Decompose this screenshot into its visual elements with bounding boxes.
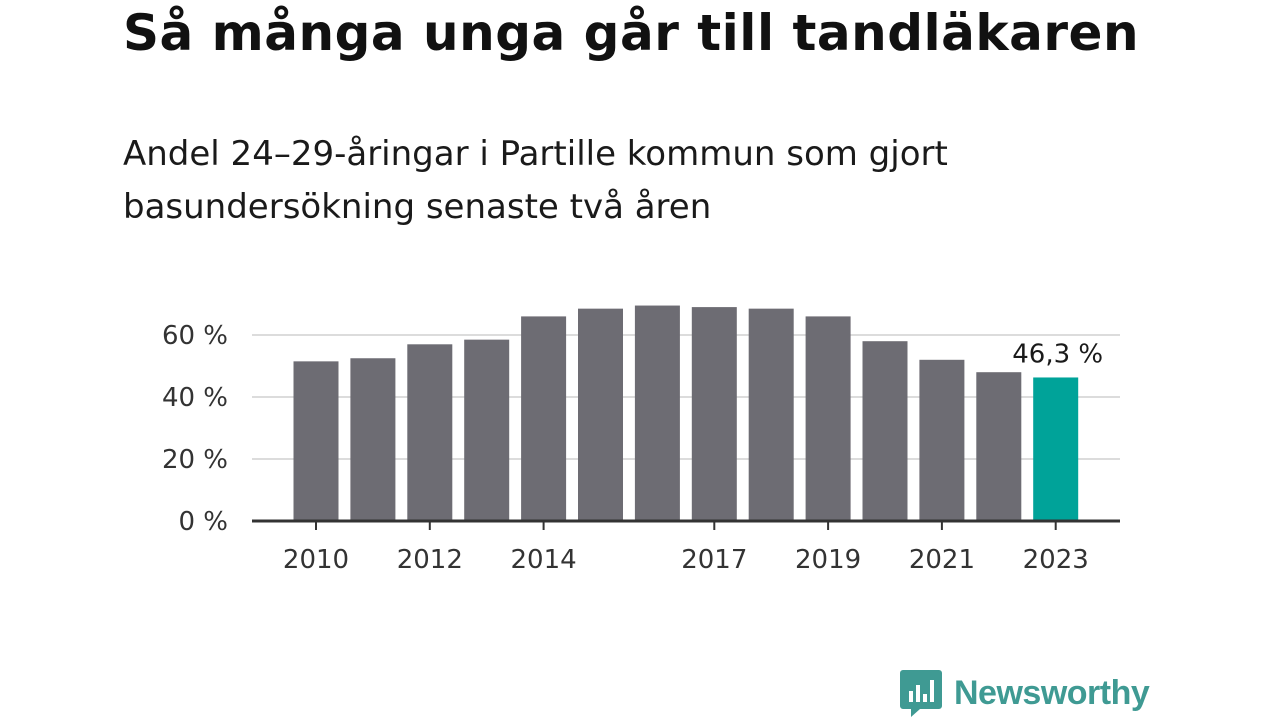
bar-2013 bbox=[464, 339, 510, 521]
x-tick-label: 2012 bbox=[397, 545, 463, 575]
x-tick-label: 2021 bbox=[909, 545, 975, 575]
bar-2015 bbox=[578, 308, 623, 521]
newsworthy-logo-icon bbox=[900, 670, 942, 717]
chart-title: Så många unga går till tandläkaren bbox=[123, 4, 1140, 62]
labels: 0 % 20 % 40 % 60 % 2010 2012 2014 2017 2019 2021 2… bbox=[162, 321, 1103, 575]
bar-2023 bbox=[1033, 377, 1079, 521]
chart-subtitle: Andel 24–29-åringar i Partille kommun so… bbox=[123, 134, 948, 227]
bar-2016 bbox=[634, 305, 680, 521]
y-tick-label: 0 % bbox=[178, 507, 228, 537]
x-tick-label: 2010 bbox=[283, 545, 349, 575]
y-tick-label: 40 % bbox=[162, 383, 228, 413]
x-tick-label: 2017 bbox=[681, 545, 747, 575]
bar-2017 bbox=[691, 307, 737, 521]
y-tick-label: 60 % bbox=[162, 321, 228, 351]
bar-2010 bbox=[293, 361, 339, 521]
data-label-2023: 46,3 % bbox=[1012, 339, 1103, 369]
x-tick-label: 2019 bbox=[795, 545, 861, 575]
newsworthy-logo: Newsworthy bbox=[900, 668, 1150, 718]
bar-2022 bbox=[976, 372, 1022, 521]
bar-2018 bbox=[748, 308, 794, 521]
bars bbox=[293, 305, 1079, 521]
bar-2020 bbox=[862, 341, 908, 521]
bar-2019 bbox=[805, 316, 851, 521]
axes bbox=[252, 519, 1120, 530]
x-tick-label: 2014 bbox=[511, 545, 577, 575]
bar-2012 bbox=[407, 344, 453, 521]
bar-2011 bbox=[350, 358, 396, 521]
brand-name: Newsworthy bbox=[954, 673, 1150, 712]
y-tick-label: 20 % bbox=[162, 445, 228, 475]
x-tick-label: 2023 bbox=[1023, 545, 1089, 575]
bar-2021 bbox=[919, 359, 965, 521]
grid-lines bbox=[252, 334, 1120, 460]
bar-chart: 0 % 20 % 40 % 60 % 2010 2012 2014 2017 2019 2021 2… bbox=[162, 305, 1120, 575]
bar-2014 bbox=[521, 316, 567, 521]
